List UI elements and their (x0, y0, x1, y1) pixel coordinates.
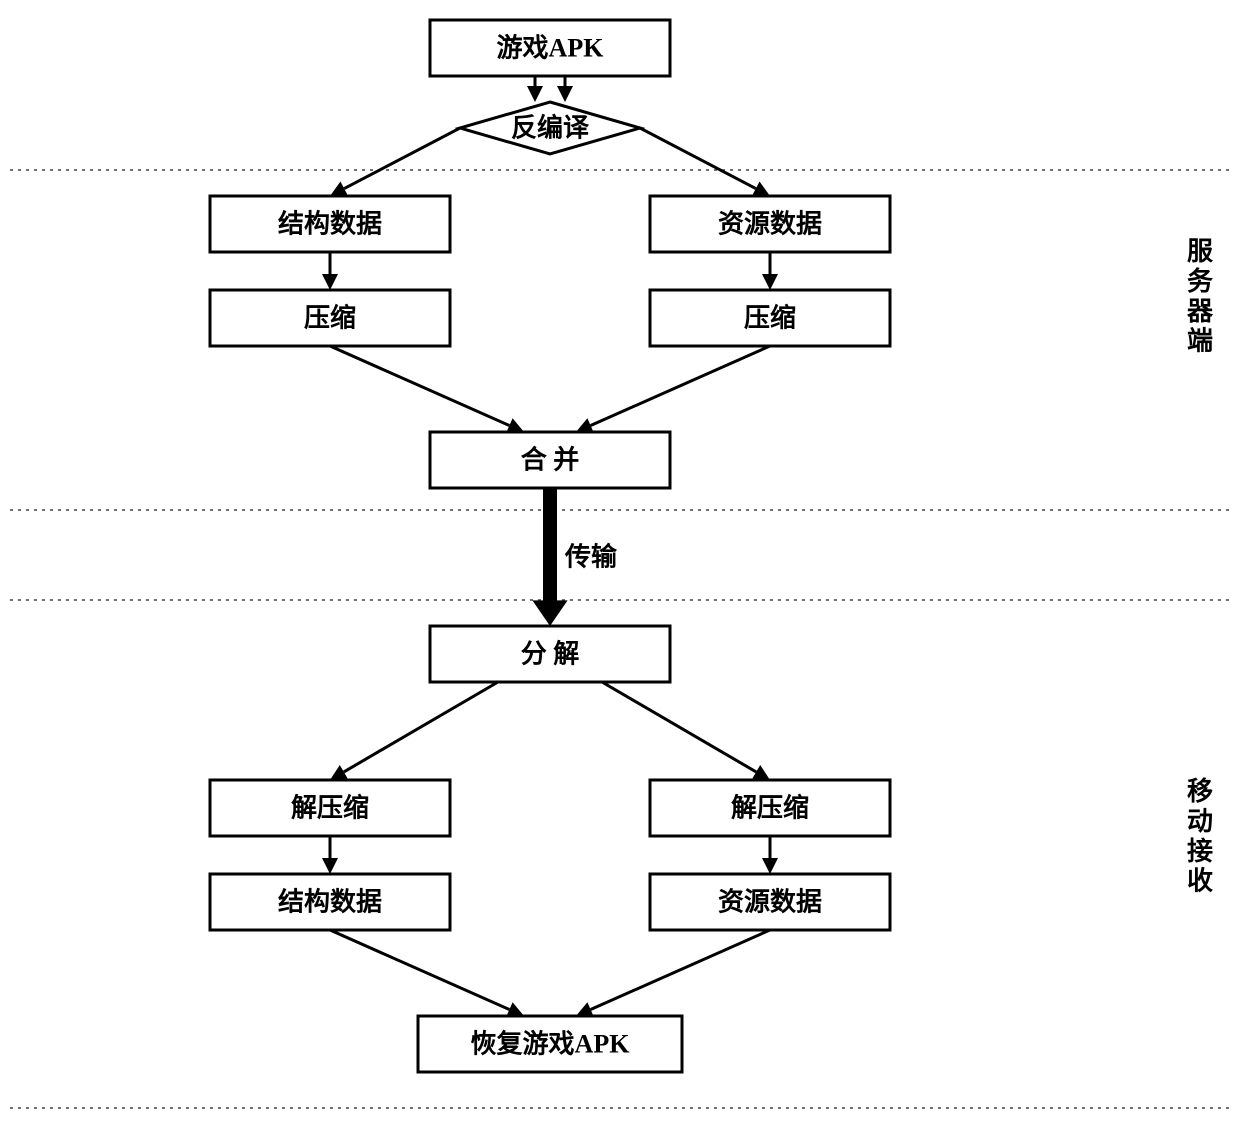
node-label: 反编译 (511, 113, 590, 143)
edge-label: 传输 (564, 542, 618, 572)
node-decompR: 解压缩 (650, 780, 890, 836)
node-compR: 压缩 (650, 290, 890, 346)
node-restore: 恢复游戏APK (418, 1016, 682, 1072)
svg-text:动: 动 (1187, 807, 1213, 836)
node-resR: 资源数据 (650, 196, 890, 252)
svg-text:收: 收 (1187, 867, 1213, 896)
node-resR2: 资源数据 (650, 874, 890, 930)
node-label: 解压缩 (291, 793, 369, 823)
svg-text:务: 务 (1187, 267, 1213, 296)
node-label: 资源数据 (718, 888, 822, 917)
node-merge: 合 并 (430, 432, 670, 488)
node-label: 恢复游戏APK (471, 1030, 631, 1059)
node-label: 结构数据 (278, 210, 382, 239)
side-label: 移动接收 (1187, 777, 1213, 896)
svg-text:接: 接 (1187, 837, 1213, 866)
node-label: 分 解 (521, 640, 580, 669)
node-label: 游戏APK (497, 34, 605, 63)
node-label: 压缩 (744, 303, 796, 333)
node-structL: 结构数据 (210, 196, 450, 252)
flowchart-canvas: 传输游戏APK反编译结构数据资源数据压缩压缩合 并分 解解压缩解压缩结构数据资源… (0, 0, 1240, 1140)
node-split: 分 解 (430, 626, 670, 682)
node-label: 合 并 (521, 445, 580, 475)
node-label: 资源数据 (718, 210, 822, 239)
side-label: 服务器端 (1186, 237, 1214, 356)
node-apk: 游戏APK (430, 20, 670, 76)
node-label: 结构数据 (278, 888, 382, 917)
node-structL2: 结构数据 (210, 874, 450, 930)
node-label: 解压缩 (731, 793, 809, 823)
svg-text:移: 移 (1187, 777, 1213, 806)
svg-text:端: 端 (1187, 327, 1213, 356)
svg-text:服: 服 (1187, 237, 1214, 266)
svg-text:器: 器 (1186, 297, 1214, 326)
node-label: 压缩 (304, 303, 356, 333)
node-compL: 压缩 (210, 290, 450, 346)
node-decompL: 解压缩 (210, 780, 450, 836)
